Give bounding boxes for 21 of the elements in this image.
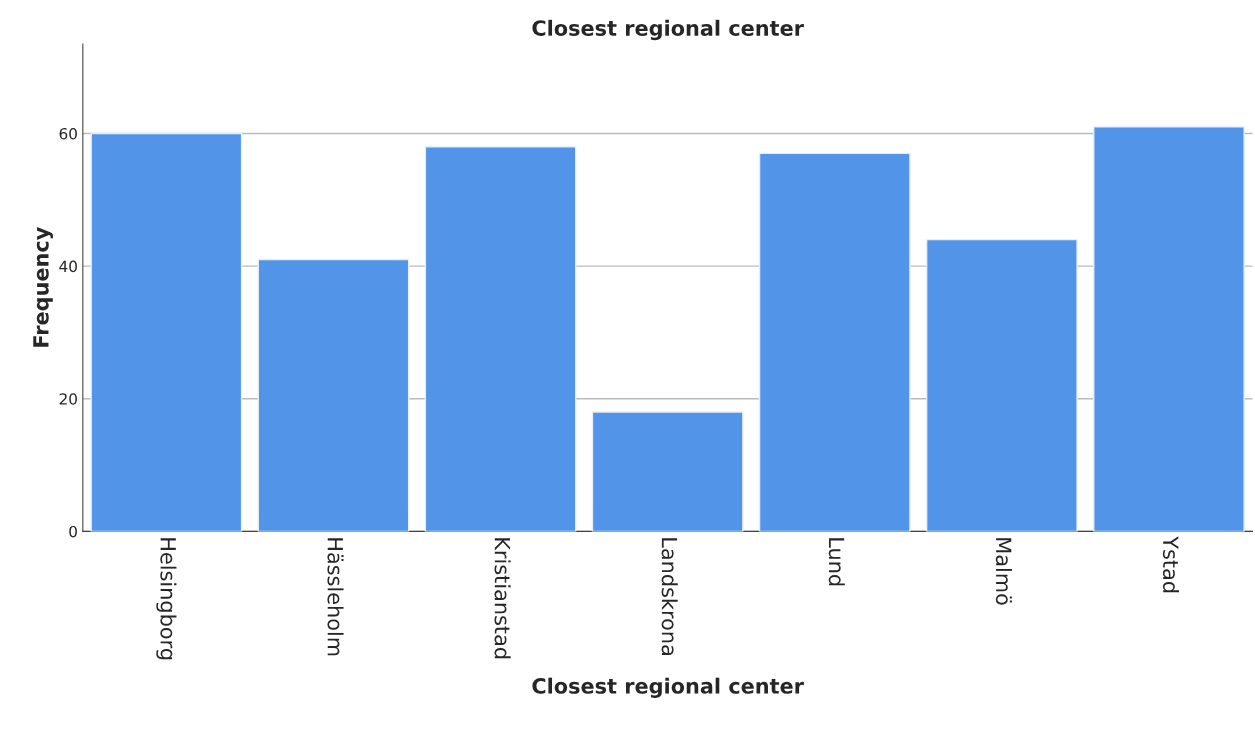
bar <box>758 152 911 532</box>
bar <box>257 258 410 532</box>
x-axis-title: Closest regional center <box>532 677 804 699</box>
x-tick-label: Landskrona <box>661 538 678 655</box>
y-tick-label: 40 <box>59 260 77 273</box>
x-tick-label: Helsingborg <box>156 538 177 660</box>
x-tick-label: Lund <box>828 538 845 586</box>
x-tick-label: Ystad <box>1162 536 1180 593</box>
bar <box>925 238 1078 532</box>
x-tick-label: Hässleholm <box>327 538 344 656</box>
bar <box>591 411 744 532</box>
bar <box>90 132 243 532</box>
x-tick-label: Malmö <box>995 538 1012 605</box>
y-tick-label: 20 <box>59 393 77 405</box>
x-tick-label: Kristianstad <box>494 538 511 659</box>
chart-title: Closest regional center <box>532 19 804 41</box>
y-tick-label: 60 <box>59 127 77 140</box>
y-axis-title: Frequency <box>33 227 53 347</box>
y-tick-label: 0 <box>69 525 77 538</box>
bar <box>1093 126 1245 532</box>
bar <box>424 146 577 532</box>
